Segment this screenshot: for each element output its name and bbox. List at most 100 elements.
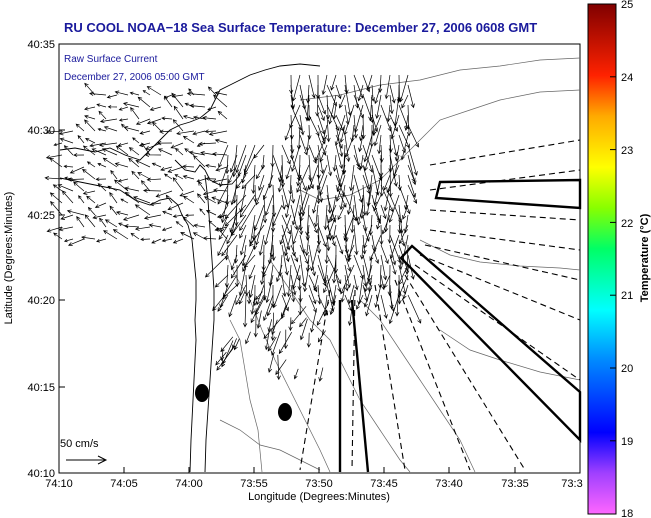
current-vector (310, 311, 317, 333)
colorbar (587, 3, 617, 515)
current-vector (281, 144, 291, 165)
current-vector (281, 274, 287, 298)
current-vector (398, 124, 410, 149)
current-vector (258, 234, 265, 256)
current-vector (398, 224, 406, 247)
current-vector (387, 224, 392, 244)
y-tick-label: 40:15 (27, 382, 55, 394)
current-vector (167, 202, 184, 211)
current-vector (52, 184, 63, 192)
current-vector (60, 214, 74, 220)
current-vector (73, 153, 85, 157)
current-vector (298, 184, 310, 217)
current-vector (86, 195, 96, 204)
current-vector (144, 152, 162, 158)
current-vector (193, 223, 206, 228)
current-vector (103, 230, 118, 240)
current-vector (46, 226, 63, 233)
current-vector (376, 214, 382, 230)
current-vector (239, 184, 247, 214)
current-vector (407, 184, 418, 204)
current-vector (114, 179, 129, 192)
current-vector (131, 170, 140, 180)
current-vector (132, 137, 140, 144)
current-vector (230, 254, 238, 271)
current-vector (151, 162, 162, 168)
current-vector (237, 154, 247, 177)
current-vector (281, 244, 289, 276)
current-vector (318, 367, 324, 382)
current-vector (97, 183, 107, 192)
current-vector (380, 204, 387, 220)
current-vector (322, 124, 328, 141)
current-vector (239, 194, 256, 218)
current-vector (379, 224, 384, 246)
current-vector (407, 84, 415, 109)
current-vector (363, 284, 373, 308)
current-vector (401, 94, 409, 109)
current-vector (326, 194, 337, 223)
current-vector (82, 145, 96, 156)
current-vector (277, 174, 283, 193)
current-vector (73, 181, 85, 192)
current-vector (292, 224, 301, 245)
current-vector (92, 214, 107, 220)
current-vector (281, 214, 292, 235)
current-vector (356, 204, 364, 226)
current-vector (359, 154, 364, 170)
current-vector (130, 106, 140, 120)
current-vector (289, 104, 301, 129)
station-marker (195, 384, 209, 402)
current-vector (220, 194, 229, 224)
current-vector (134, 226, 151, 231)
current-vector (299, 318, 308, 341)
current-vector (305, 134, 310, 152)
current-vector (374, 284, 382, 308)
current-vector (118, 106, 129, 111)
current-vector (239, 224, 247, 239)
current-vector (180, 232, 195, 240)
current-vector (368, 94, 373, 122)
colorbar-tick-label: 19 (621, 436, 633, 448)
current-vector (94, 202, 107, 209)
current-vector (245, 331, 251, 345)
current-vector (253, 308, 258, 338)
legend-line-2: December 27, 2006 05:00 GMT (64, 72, 205, 83)
current-vector (75, 123, 85, 132)
colorbar-ticks (610, 76, 616, 442)
current-vector (264, 330, 270, 351)
current-vector (217, 110, 228, 120)
current-vector (319, 144, 328, 163)
current-vector (174, 174, 184, 180)
current-vector (280, 294, 292, 320)
current-vector (233, 338, 240, 351)
current-vector (50, 201, 63, 216)
current-vector (354, 104, 364, 134)
current-vector (102, 157, 118, 168)
current-vector (308, 294, 317, 313)
colorbar-tick-label: 23 (621, 145, 633, 157)
current-vector (211, 178, 228, 184)
current-vector (199, 208, 206, 216)
current-vector (371, 244, 380, 265)
current-vector (286, 264, 292, 298)
current-vector (235, 284, 247, 306)
current-vector (321, 74, 328, 96)
current-vector (407, 124, 419, 148)
current-vector (114, 90, 129, 96)
current-vector (270, 312, 276, 341)
current-vector (243, 254, 256, 269)
current-vector (344, 194, 357, 222)
current-vector (255, 214, 265, 246)
current-vector (229, 214, 238, 233)
current-vector (77, 135, 85, 144)
current-vector (87, 206, 96, 216)
current-vector (57, 184, 74, 192)
current-vector (319, 174, 328, 197)
current-vector (398, 224, 409, 245)
current-vector (135, 118, 151, 125)
current-vector (330, 74, 337, 91)
current-vector (365, 294, 373, 317)
current-vector (308, 174, 315, 190)
y-tick-label: 40:20 (27, 295, 55, 307)
